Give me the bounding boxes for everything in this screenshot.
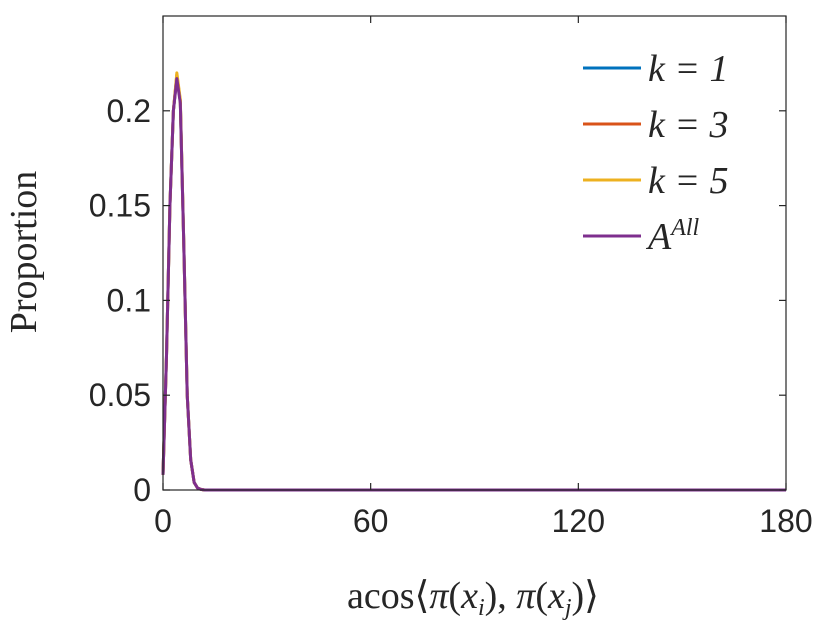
x-tick-label: 120 xyxy=(552,503,605,539)
legend-label-4: AAll xyxy=(645,215,700,258)
x-tick-label: 180 xyxy=(759,503,812,539)
y-tick-label: 0.05 xyxy=(89,377,151,413)
y-tick-label: 0.2 xyxy=(107,93,151,129)
axes-box xyxy=(162,15,787,491)
axes-layer: 0 60 120 180 0 0.05 0.1 0.15 0.2 xyxy=(89,15,813,539)
y-tick-label: 0.1 xyxy=(107,282,151,318)
plot-area xyxy=(163,16,786,490)
y-axis-label: Proportion xyxy=(3,171,45,334)
y-tick-label: 0 xyxy=(133,472,151,508)
plot-background xyxy=(163,16,786,490)
y-tick-label: 0.15 xyxy=(89,188,151,224)
legend: k = 1 k = 3 k = 5 AAll xyxy=(583,48,729,258)
legend-label-2: k = 3 xyxy=(648,104,729,146)
x-axis-label: acos⟨π(xi), π(xj)⟩ xyxy=(347,575,599,621)
x-tick-label: 60 xyxy=(353,503,389,539)
x-tick-label: 0 xyxy=(154,503,172,539)
legend-label-1: k = 1 xyxy=(648,48,729,90)
legend-label-3: k = 5 xyxy=(648,160,729,202)
